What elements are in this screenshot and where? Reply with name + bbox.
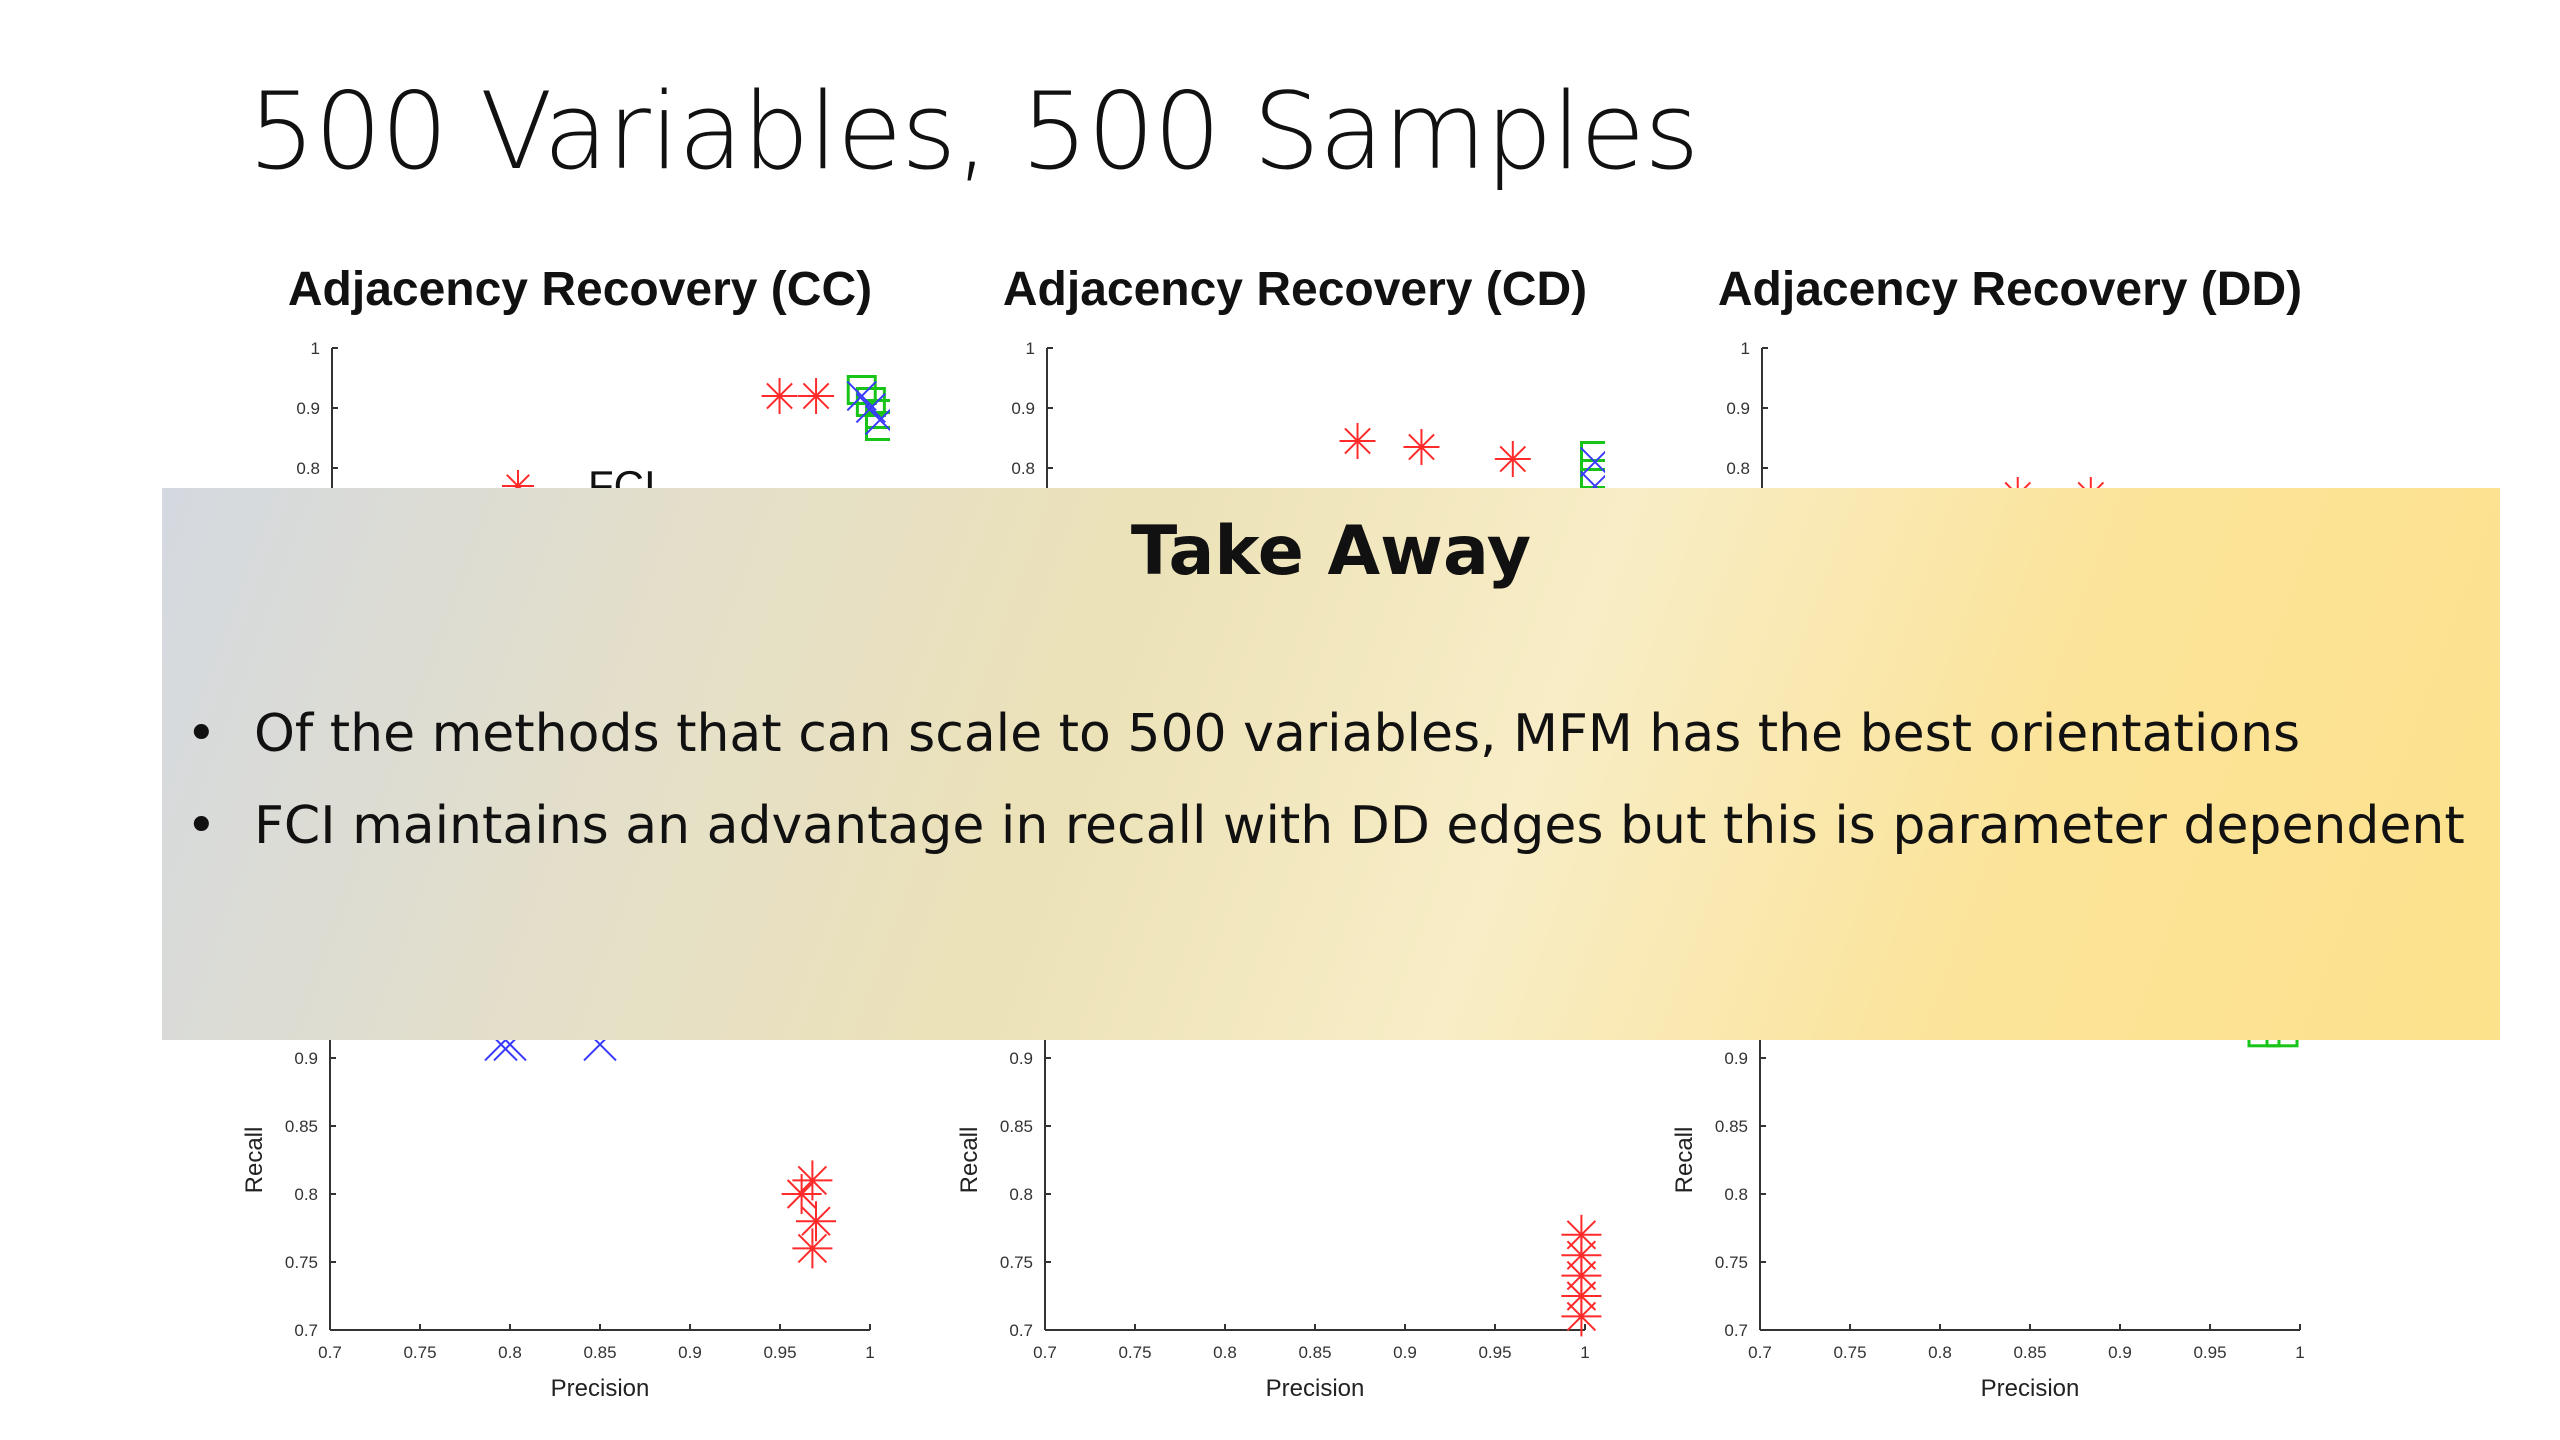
x-tick-label: 1 xyxy=(2295,1343,2304,1362)
y-tick-label: 0.8 xyxy=(1724,1185,1748,1204)
data-point xyxy=(781,1174,822,1214)
chart-plot: 1 0.9 0.8 xyxy=(1726,339,2109,513)
y-tick-label: 0.9 xyxy=(296,399,320,418)
take-away-callout: Take Away • Of the methods that can scal… xyxy=(162,488,2500,1040)
x-tick-label: 0.85 xyxy=(2013,1343,2046,1362)
y-tick-label: 0.9 xyxy=(1011,399,1035,418)
x-tick-label: 0.75 xyxy=(1833,1343,1866,1362)
x-tick-label: 0.85 xyxy=(583,1343,616,1362)
list-item: • Of the methods that can scale to 500 v… xyxy=(186,688,2465,780)
x-tick-label: 0.95 xyxy=(763,1343,796,1362)
y-axis-label: Recall xyxy=(1671,1127,1698,1194)
callout-title: Take Away xyxy=(1130,512,1532,591)
bottom-chart-dd: 0.9 0.85 0.8 0.75 0.70.7 0.75 0.8 0.85 0.9 0.95 1 P… xyxy=(1671,1020,2305,1402)
bottom-chart-cc: 0.9 0.85 0.8 0.75 0.70.7 0.75 0.8 0.85 0.9 0.95 1 P… xyxy=(241,1020,875,1402)
y-tick-label: 0.8 xyxy=(294,1185,318,1204)
x-tick-label: 0.9 xyxy=(678,1343,702,1362)
y-tick-label: 0.7 xyxy=(1009,1321,1033,1340)
x-tick-label: 0.85 xyxy=(1298,1343,1331,1362)
x-tick-label: 0.7 xyxy=(1748,1343,1772,1362)
bullet-text: FCI maintains an advantage in recall wit… xyxy=(254,796,2465,856)
top-chart-cc: Adjacency Recovery (CC) 1 0.9 0.8 FCI xyxy=(270,263,896,510)
chart-title: Adjacency Recovery (CC) xyxy=(287,263,873,316)
x-tick-label: 0.8 xyxy=(1928,1343,1952,1362)
top-chart-cd: Adjacency Recovery (CD) 1 0.9 0.8 xyxy=(985,263,1611,510)
x-tick-label: 0.95 xyxy=(2193,1343,2226,1362)
x-tick-label: 0.95 xyxy=(1478,1343,1511,1362)
data-point xyxy=(1403,429,1440,465)
y-tick-label: 0.8 xyxy=(296,459,320,478)
slide-title: 500 Variables, 500 Samples xyxy=(248,70,1699,193)
data-point xyxy=(1579,446,1611,478)
data-point xyxy=(1561,1296,1602,1337)
x-axis-label: Precision xyxy=(1266,1375,1365,1402)
y-tick-label: 0.9 xyxy=(1009,1049,1033,1068)
chart-title: Adjacency Recovery (CD) xyxy=(1002,263,1588,316)
y-tick-label: 0.85 xyxy=(285,1117,318,1136)
data-point xyxy=(796,1201,836,1242)
y-tick-label: 0.75 xyxy=(1000,1253,1033,1272)
x-axis-label: Precision xyxy=(1981,1375,2080,1402)
y-tick-label: 0.9 xyxy=(294,1049,318,1068)
data-point xyxy=(792,1228,833,1269)
data-point xyxy=(864,404,896,436)
bullet-text: Of the methods that can scale to 500 var… xyxy=(254,704,2301,764)
chart-plot: 1 0.9 0.8 xyxy=(1011,339,1611,510)
y-tick-label: 0.7 xyxy=(294,1321,318,1340)
y-axis-label: Recall xyxy=(241,1127,268,1194)
y-axis-label: Recall xyxy=(956,1127,983,1194)
x-tick-label: 0.8 xyxy=(498,1343,522,1362)
x-tick-label: 0.9 xyxy=(1393,1343,1417,1362)
y-tick-label: 0.75 xyxy=(1715,1253,1748,1272)
x-tick-label: 0.7 xyxy=(1033,1343,1057,1362)
y-tick-label: 1 xyxy=(311,339,320,358)
x-tick-label: 1 xyxy=(1580,1343,1589,1362)
y-tick-label: 1 xyxy=(1026,339,1035,358)
bullet-list: • Of the methods that can scale to 500 v… xyxy=(186,688,2465,872)
chart-title: Adjacency Recovery (DD) xyxy=(1717,263,2303,316)
x-tick-label: 0.9 xyxy=(2108,1343,2132,1362)
x-tick-label: 1 xyxy=(865,1343,874,1362)
y-tick-label: 0.85 xyxy=(1000,1117,1033,1136)
top-chart-dd: Adjacency Recovery (DD) 1 0.9 0.8 xyxy=(1700,263,2320,513)
x-tick-label: 0.75 xyxy=(403,1343,436,1362)
x-tick-label: 0.75 xyxy=(1118,1343,1151,1362)
y-tick-label: 0.8 xyxy=(1011,459,1035,478)
data-point xyxy=(846,380,877,412)
y-tick-label: 1 xyxy=(1741,339,1750,358)
bullet-glyph: • xyxy=(186,796,217,856)
x-tick-label: 0.7 xyxy=(318,1343,342,1362)
y-tick-label: 0.8 xyxy=(1009,1185,1033,1204)
x-tick-label: 0.8 xyxy=(1213,1343,1237,1362)
y-tick-label: 0.9 xyxy=(1726,399,1750,418)
y-tick-label: 0.75 xyxy=(285,1253,318,1272)
data-point xyxy=(798,378,835,414)
data-point xyxy=(855,392,886,424)
x-axis-label: Precision xyxy=(551,1375,650,1402)
y-tick-label: 0.85 xyxy=(1715,1117,1748,1136)
data-point xyxy=(761,378,798,414)
bullet-glyph: • xyxy=(186,704,217,764)
bottom-chart-cd: 0.9 0.85 0.8 0.75 0.70.7 0.75 0.8 0.85 0.9 0.95 1 P… xyxy=(956,1020,1602,1402)
list-item: • FCI maintains an advantage in recall w… xyxy=(186,780,2465,872)
y-tick-label: 0.7 xyxy=(1724,1321,1748,1340)
chart-plot: 10.90.8 FCI xyxy=(296,339,896,510)
data-point xyxy=(1494,441,1531,477)
y-tick-label: 0.8 xyxy=(1726,459,1750,478)
y-tick-label: 0.9 xyxy=(1724,1049,1748,1068)
data-point xyxy=(1339,423,1376,459)
